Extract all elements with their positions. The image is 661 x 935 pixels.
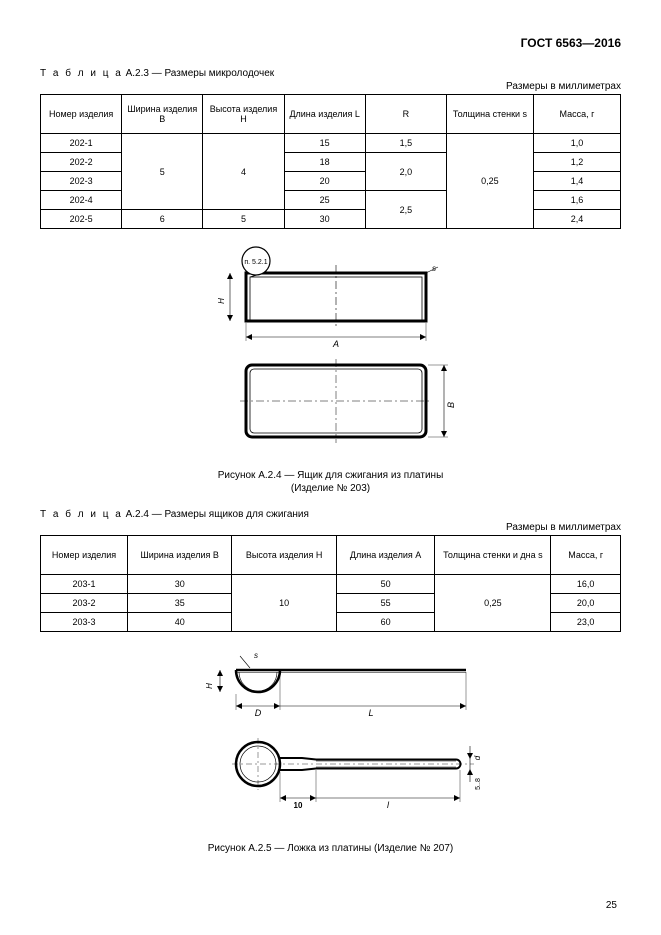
label-H2: H [205, 683, 214, 689]
label-L: L [368, 708, 373, 718]
a24-h-mass: Масса, г [551, 536, 621, 575]
figure-a25-caption: Рисунок А.2.5 — Ложка из платины (Издели… [40, 842, 621, 855]
label-five: 5..8 [475, 778, 482, 790]
a23-h-H: Высота изделия H [203, 95, 284, 134]
a23-h-s: Толщина стенки s [446, 95, 533, 134]
label-A: A [331, 339, 338, 349]
label-d: d [473, 755, 482, 760]
label-D: D [254, 708, 261, 718]
table-a24-prefix: Т а б л и ц а [40, 509, 123, 520]
a23-h-L: Длина изделия L [284, 95, 365, 134]
table-row: 202-5 6 5 30 2,4 [41, 210, 621, 229]
doc-header: ГОСТ 6563—2016 [40, 36, 621, 50]
table-a23-caption: Т а б л и ц а А.2.3 — Размеры микролодоч… [40, 68, 621, 79]
table-row: 203-1 30 10 50 0,25 16,0 [41, 575, 621, 594]
label-s2: s [254, 651, 258, 660]
a23-h-R: R [365, 95, 446, 134]
page-number: 25 [606, 900, 617, 911]
a24-h-H: Высота изделия H [232, 536, 336, 575]
table-a24-caption: Т а б л и ц а А.2.4 — Размеры ящиков для… [40, 509, 621, 520]
table-a23-units: Размеры в миллиметрах [40, 81, 621, 92]
a24-h-num: Номер изделия [41, 536, 128, 575]
a24-h-B: Ширина изделия B [128, 536, 232, 575]
figure-a24: п. 5.2.1 H s A B [186, 243, 476, 463]
table-a23-text: А.2.3 — Размеры микролодочек [126, 68, 275, 79]
figure-a24-caption: Рисунок А.2.4 — Ящик для сжигания из пла… [40, 469, 621, 495]
callout-label: п. 5.2.1 [244, 259, 267, 266]
a24-h-A: Длина изделия A [336, 536, 435, 575]
a23-h-mass: Масса, г [533, 95, 620, 134]
table-a24-units: Размеры в миллиметрах [40, 522, 621, 533]
a23-h-B: Ширина изделия B [122, 95, 203, 134]
label-ten: 10 [293, 801, 302, 810]
a24-h-s: Толщина стенки и дна s [435, 536, 551, 575]
table-a24: Номер изделия Ширина изделия B Высота из… [40, 535, 621, 632]
table-a23-prefix: Т а б л и ц а [40, 68, 123, 79]
table-row: 202-1 5 4 15 1,5 0,25 1,0 [41, 134, 621, 153]
table-a24-text: А.2.4 — Размеры ящиков для сжигания [126, 509, 309, 520]
table-a23: Номер изделия Ширина изделия B Высота из… [40, 94, 621, 229]
a23-h-num: Номер изделия [41, 95, 122, 134]
label-H: H [217, 298, 226, 304]
label-l: l [387, 800, 390, 810]
label-B: B [446, 402, 456, 408]
figure-a25: s H D L d 5..8 [166, 646, 496, 836]
